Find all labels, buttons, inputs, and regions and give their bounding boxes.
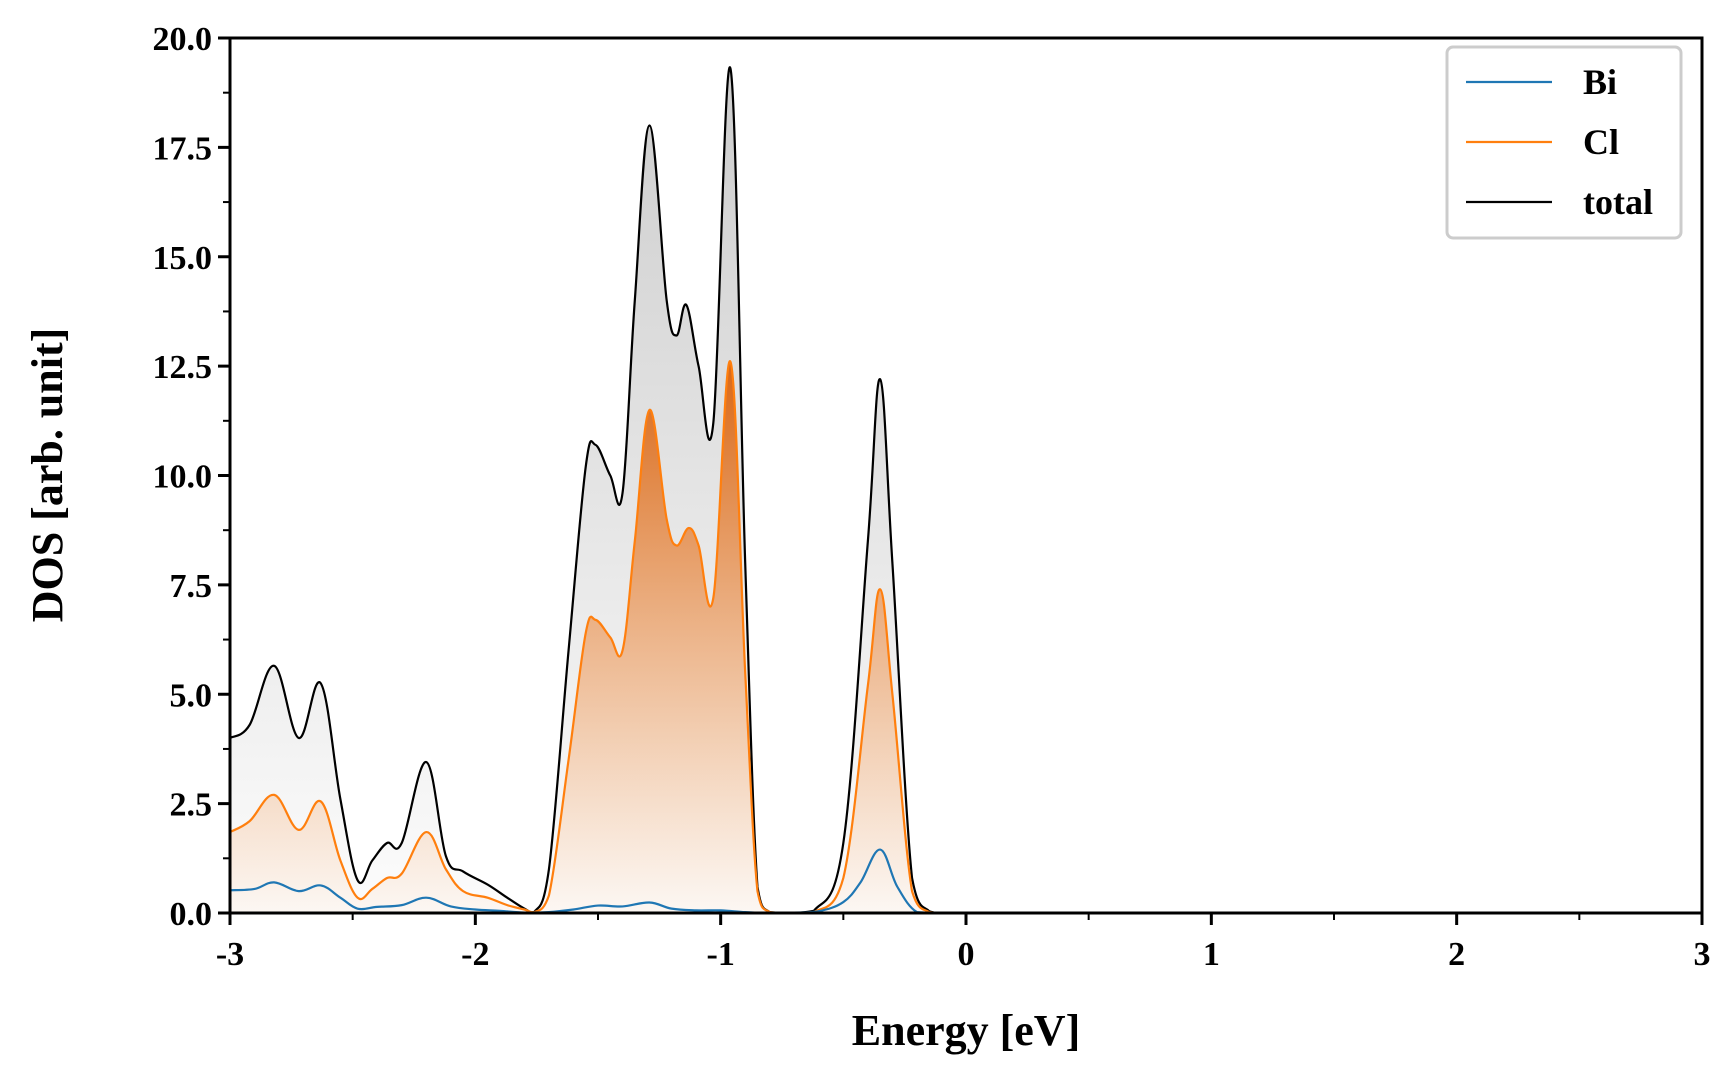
series-line-cl	[230, 360, 1702, 913]
x-axis-ticks: -3 -2 -1 0 1 2 3	[216, 913, 1711, 973]
legend-label-cl: Cl	[1583, 122, 1619, 162]
area-fill-cl	[230, 361, 1702, 913]
y-tick-label: 20.0	[153, 21, 213, 58]
area-fills	[230, 67, 1702, 913]
x-tick-label: -3	[216, 936, 244, 973]
x-tick-label: 2	[1448, 936, 1465, 973]
x-axis-label: Energy [eV]	[852, 1006, 1081, 1055]
legend-box	[1445, 45, 1683, 240]
y-tick-label: 2.5	[170, 787, 213, 824]
y-tick-label: 5.0	[170, 677, 213, 714]
x-tick-label: 0	[958, 936, 975, 973]
y-tick-label: 17.5	[153, 130, 213, 167]
legend-label-bi: Bi	[1583, 62, 1617, 102]
x-tick-label: 3	[1694, 936, 1711, 973]
legend-label-total: total	[1583, 182, 1653, 222]
series-lines	[230, 66, 1702, 913]
legend: Bi Cl total	[1445, 45, 1683, 240]
x-tick-label: -1	[707, 936, 735, 973]
y-tick-label: 7.5	[170, 568, 213, 605]
y-tick-label: 12.5	[153, 349, 213, 386]
y-tick-label: 10.0	[153, 459, 213, 496]
x-tick-label: 1	[1203, 936, 1220, 973]
x-tick-label: -2	[461, 936, 489, 973]
y-axis-label: DOS [arb. unit]	[23, 328, 72, 623]
y-tick-label: 0.0	[170, 896, 213, 933]
y-axis-ticks: 0.0 2.5 5.0 7.5 10.0 12.5 15.0 17.5 20.0	[153, 21, 230, 933]
series-line-total	[230, 66, 1702, 913]
y-tick-label: 15.0	[153, 240, 213, 277]
series-line-bi	[230, 848, 1702, 913]
